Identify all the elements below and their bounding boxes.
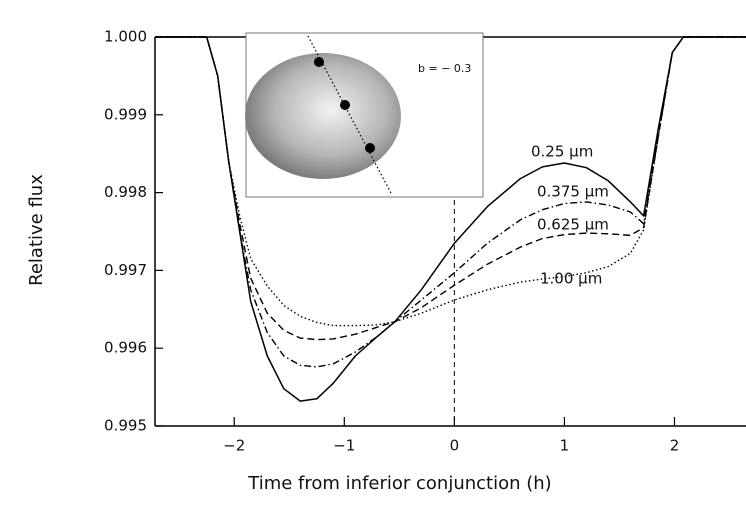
series-label: 1.00 μm xyxy=(540,270,602,288)
y-tick-label: 1.000 xyxy=(104,28,147,46)
series-line xyxy=(155,36,746,402)
series-line xyxy=(155,36,746,327)
series-label: 0.25 μm xyxy=(531,143,593,161)
planet-dot xyxy=(340,100,350,110)
planet-dot xyxy=(365,143,375,153)
y-tick-label: 0.996 xyxy=(104,339,147,357)
y-axis-label: Relative flux xyxy=(26,174,47,286)
y-tick-label: 0.999 xyxy=(104,105,147,123)
x-tick-label: 2 xyxy=(670,437,680,455)
star-disk xyxy=(245,53,401,179)
planet-dot xyxy=(314,57,324,67)
x-tick-label: −2 xyxy=(223,437,245,455)
x-tick-label: −1 xyxy=(333,437,355,455)
x-tick-label: 1 xyxy=(560,437,570,455)
y-tick-label: 0.995 xyxy=(104,417,147,435)
y-tick-label: 0.997 xyxy=(104,261,147,279)
series-line xyxy=(155,36,746,341)
x-tick-label: 0 xyxy=(450,437,460,455)
series-label: 0.625 μm xyxy=(537,216,609,234)
series-line xyxy=(155,36,746,368)
x-axis-label: Time from inferior conjunction (h) xyxy=(247,473,551,494)
y-tick-label: 0.998 xyxy=(104,183,147,201)
inset-label: b = − 0.3 xyxy=(418,62,471,75)
series-label: 0.375 μm xyxy=(537,183,609,201)
